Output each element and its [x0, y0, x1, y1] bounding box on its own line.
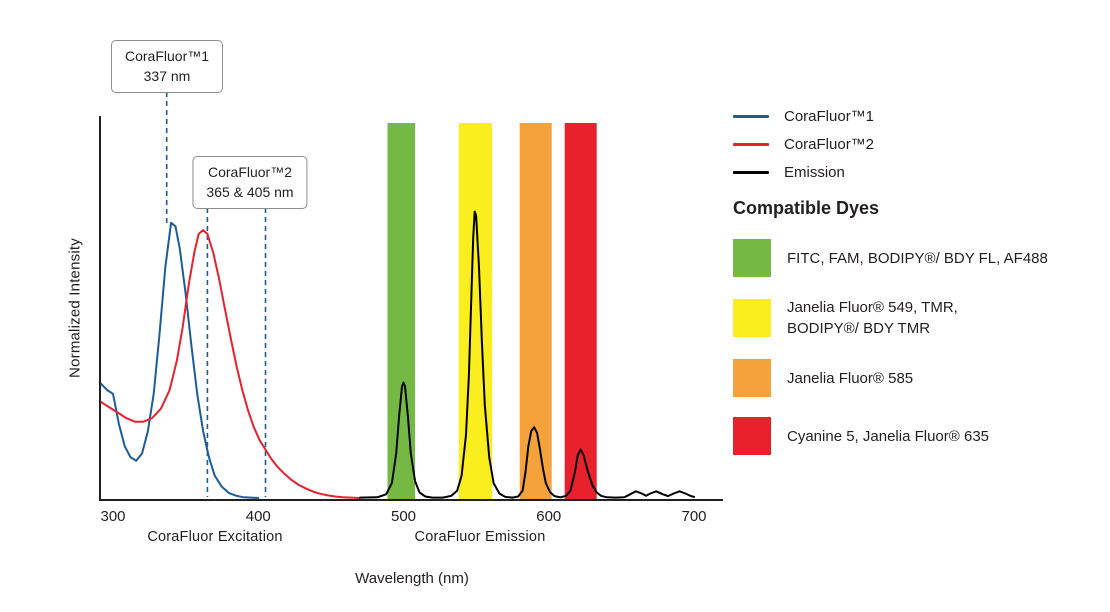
dye-swatch — [733, 299, 771, 337]
x-tick-300: 300 — [100, 508, 126, 525]
annotation-box-corafluor1: CoraFluor™1 337 nm — [110, 40, 224, 94]
legend-line-swatch — [733, 114, 769, 118]
legend-series-label: Emission — [784, 163, 845, 181]
legend-series-list: CoraFluor™1 CoraFluor™2 Emission — [733, 106, 1105, 182]
dye-label: Cyanine 5, Janelia Fluor® 635 — [787, 427, 990, 445]
legend-series-item: Emission — [733, 162, 1105, 182]
legend-series-item: CoraFluor™2 — [733, 134, 1105, 154]
compatible-dyes-title: Compatible Dyes — [733, 198, 880, 218]
dye-label: Janelia Fluor® 585 — [787, 369, 914, 387]
annotation-title: CoraFluor™2 — [207, 164, 293, 180]
annotation-title: CoraFluor™1 — [124, 48, 210, 64]
x-tick-600: 600 — [536, 508, 562, 525]
dye-label: FITC, FAM, BODIPY®/ BDY FL, AF488 — [787, 249, 1048, 267]
series-curve-emission — [358, 210, 695, 499]
y-axis-label: Normalized Intensity — [66, 238, 84, 378]
x-section-label-emission: CoraFluor Emission — [414, 529, 546, 545]
band-green — [387, 123, 416, 499]
annotation-subtitle: 365 & 405 nm — [206, 183, 294, 200]
dye-item-yellow-band-dyes: Janelia Fluor® 549, TMR, BODIPY®/ BDY TM… — [733, 297, 1105, 339]
x-axis-label: Wavelength (nm) — [355, 570, 469, 587]
legend-series-item: CoraFluor™1 — [733, 106, 1105, 126]
dye-swatch — [733, 239, 771, 277]
x-tick-700: 700 — [681, 508, 707, 525]
dye-swatch — [733, 359, 771, 397]
annotation-box-corafluor2: CoraFluor™2 365 & 405 nm — [192, 156, 308, 210]
band-orange — [519, 123, 552, 499]
legend: CoraFluor™1 CoraFluor™2 Emission Compatibl… — [733, 106, 1105, 475]
dye-swatch — [733, 417, 771, 455]
dye-item-orange-band-dyes: Janelia Fluor® 585 — [733, 359, 1105, 397]
legend-line-swatch — [733, 142, 769, 146]
x-section-label-excitation: CoraFluor Excitation — [147, 529, 283, 545]
dye-item-red-band-dyes: Cyanine 5, Janelia Fluor® 635 — [733, 417, 1105, 455]
dye-item-green-band-dyes: FITC, FAM, BODIPY®/ BDY FL, AF488 — [733, 239, 1105, 277]
axes — [99, 116, 723, 501]
legend-series-label: CoraFluor™2 — [784, 135, 875, 153]
legend-dyes-list: FITC, FAM, BODIPY®/ BDY FL, AF488 Janelia… — [733, 239, 1105, 455]
x-axis-ticks: 300 400 500 600 700 — [0, 508, 1110, 528]
x-tick-400: 400 — [245, 508, 271, 525]
legend-series-label: CoraFluor™1 — [784, 107, 875, 125]
band-red — [564, 123, 597, 499]
x-tick-500: 500 — [390, 508, 417, 525]
legend-line-swatch — [733, 170, 769, 174]
series-curve-corafluor-2 — [98, 229, 361, 499]
dye-label: Janelia Fluor® 549, TMR, BODIPY®/ BDY TM… — [787, 299, 958, 337]
series-curve-corafluor-1 — [98, 221, 260, 499]
annotation-subtitle: 337 nm — [143, 67, 191, 84]
